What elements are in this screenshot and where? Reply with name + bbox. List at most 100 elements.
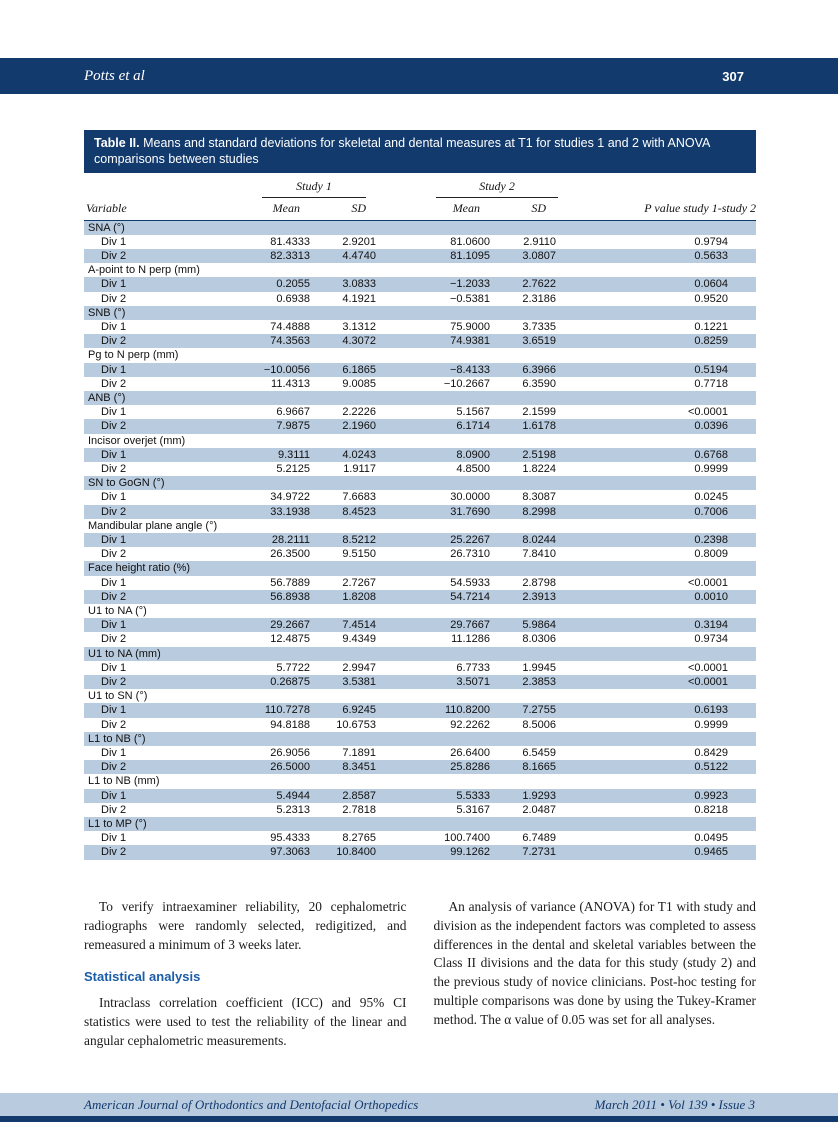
group-label: Incisor overjet (mm): [88, 434, 186, 447]
table-caption-text: Means and standard deviations for skelet…: [94, 136, 710, 166]
sd-study1: 7.4514: [342, 619, 377, 632]
mean-study1: 33.1938: [270, 505, 310, 518]
row-label: Div 2: [101, 718, 127, 731]
data-row: Div 1 74.4888 3.1312 75.9000 3.7335 0.1221: [84, 320, 756, 334]
footer-band: American Journal of Orthodontics and Den…: [0, 1093, 838, 1116]
sd-study2: 2.0487: [522, 803, 557, 816]
group-header-row: SNB (°): [84, 305, 757, 320]
p-value: 0.7718: [694, 377, 729, 390]
row-label: Div 1: [101, 448, 127, 461]
data-row: Div 1 9.3111 4.0243 8.0900 2.5198 0.6768: [84, 447, 757, 462]
mean-study2: 100.7400: [444, 832, 491, 845]
mean-study1: 94.8188: [270, 718, 310, 731]
data-row: Div 2 0.6938 4.1921 −0.5381 2.3186 0.9520: [84, 292, 756, 306]
mean-study2: 92.2262: [450, 718, 491, 731]
mean-study1: 28.2111: [271, 533, 310, 546]
group-label: Pg to N perp (mm): [88, 349, 179, 362]
data-row: Div 1 6.9667 2.2226 5.1567 2.1599 <0.0001: [84, 405, 756, 419]
mean-study2: 25.2267: [450, 533, 491, 546]
row-label: Div 2: [101, 420, 127, 433]
p-value: 0.2398: [694, 533, 729, 546]
row-label: Div 1: [101, 661, 127, 674]
row-label: Div 2: [101, 676, 127, 688]
group-label: Mandibular plane angle (°): [88, 519, 218, 532]
mean-study1: 0.6938: [276, 292, 310, 305]
data-row: Div 1 110.7278 6.9245 110.8200 7.2755 0.6193: [84, 703, 757, 718]
right-column: An analysis of variance (ANOVA) for T1 w…: [434, 898, 757, 1051]
p-value: 0.1221: [694, 320, 729, 333]
mean-study2: 8.0900: [456, 448, 491, 461]
mean-study1: 74.4888: [270, 320, 310, 333]
group-label: U1 to NA (mm): [88, 647, 161, 660]
row-label: Div 1: [101, 619, 127, 632]
mean-study1: 5.4944: [276, 789, 310, 802]
sd-study2: 1.6178: [522, 420, 557, 433]
sd-study2: 1.9945: [522, 661, 557, 674]
row-label: Div 1: [101, 704, 127, 717]
group-header-row: L1 to MP (°): [84, 817, 757, 832]
data-row: Div 2 56.8938 1.8208 54.7214 2.3913 0.0010: [84, 589, 757, 604]
mean-study2: 81.0600: [450, 235, 491, 248]
sd-study2: 2.1599: [522, 406, 557, 419]
data-row: Div 2 33.1938 8.4523 31.7690 8.2998 0.7006: [84, 504, 757, 519]
data-row: Div 2 26.5000 8.3451 25.8286 8.1665 0.5122: [84, 760, 757, 775]
sd-study2: 6.3966: [522, 363, 557, 376]
table-label: Table II.: [94, 136, 140, 150]
mean-study1: 81.4333: [270, 235, 310, 248]
p-value: 0.8429: [694, 747, 729, 760]
mean-study1: 0.2055: [276, 278, 310, 291]
data-row: Div 1 95.4333 8.2765 100.7400 6.7489 0.0495: [84, 831, 756, 845]
p-value: 0.0396: [694, 420, 729, 433]
data-row: Div 1 0.2055 3.0833 −1.2033 2.7622 0.0604: [84, 277, 757, 292]
mean-study2: 5.1567: [456, 406, 491, 419]
mean-study2: 3.5071: [456, 676, 491, 688]
sd-study2: 8.0306: [522, 633, 557, 646]
row-label: Div 1: [101, 533, 127, 546]
group-label: L1 to NB (°): [88, 732, 146, 745]
sd-study2: 8.1665: [522, 761, 557, 774]
sd-study1: 3.1312: [342, 320, 377, 333]
group-header-row: U1 to SN (°): [84, 689, 756, 703]
row-label: Div 2: [101, 633, 127, 646]
data-row: Div 1 5.7722 2.9947 6.7733 1.9945 <0.0001: [84, 661, 756, 675]
mean-study1: 12.4875: [270, 633, 310, 646]
journal-title: American Journal of Orthodontics and Den…: [84, 1096, 419, 1112]
group-header-row: Mandibular plane angle (°): [84, 519, 756, 533]
sd-study1: 4.3072: [342, 335, 377, 348]
mean-study1: 56.8938: [270, 590, 310, 603]
col-header-variable: Variable: [84, 198, 252, 221]
p-value: 0.9794: [694, 235, 729, 248]
data-row: Div 1 5.4944 2.8587 5.5333 1.9293 0.9923: [84, 788, 757, 803]
group-header-row: A-point to N perp (mm): [84, 263, 756, 277]
row-label: Div 2: [101, 761, 127, 774]
group-header-row: Pg to N perp (mm): [84, 348, 756, 362]
mean-study2: −10.2667: [443, 377, 491, 390]
row-label: Div 1: [101, 576, 127, 589]
data-row: Div 2 94.8188 10.6753 92.2262 8.5006 0.9999: [84, 718, 756, 732]
mean-study1: 82.3313: [270, 249, 310, 262]
running-head-band: Potts et al 307: [0, 58, 838, 94]
sd-study2: 2.5198: [522, 448, 557, 461]
mean-study1: 56.7889: [270, 576, 310, 589]
sd-study2: 3.6519: [522, 335, 557, 348]
paragraph-reliability: To verify intraexaminer reliability, 20 …: [84, 899, 407, 952]
sd-study1: 7.1891: [342, 747, 377, 760]
p-value: 0.9520: [694, 292, 729, 305]
table-caption: Table II. Means and standard deviations …: [84, 130, 756, 173]
p-value: 0.7006: [694, 505, 729, 518]
mean-study1: 26.3500: [270, 548, 310, 561]
running-head-author: Potts et al: [84, 67, 145, 84]
group-label: Face height ratio (%): [88, 562, 191, 575]
col-header-sd-study2: SD: [494, 198, 561, 221]
p-value: 0.8259: [694, 335, 729, 348]
row-label: Div 1: [101, 320, 127, 333]
p-value: <0.0001: [687, 661, 729, 674]
mean-study1: 7.9875: [276, 420, 310, 433]
mean-study2: 54.5933: [450, 576, 491, 589]
data-row: Div 1 26.9056 7.1891 26.6400 6.5459 0.8429: [84, 746, 756, 760]
mean-study1: 110.7278: [264, 704, 310, 717]
data-row: Div 2 12.4875 9.4349 11.1286 8.0306 0.9734: [84, 632, 756, 646]
p-value: <0.0001: [687, 676, 729, 688]
row-label: Div 2: [101, 377, 127, 390]
mean-study2: 30.0000: [450, 491, 491, 504]
